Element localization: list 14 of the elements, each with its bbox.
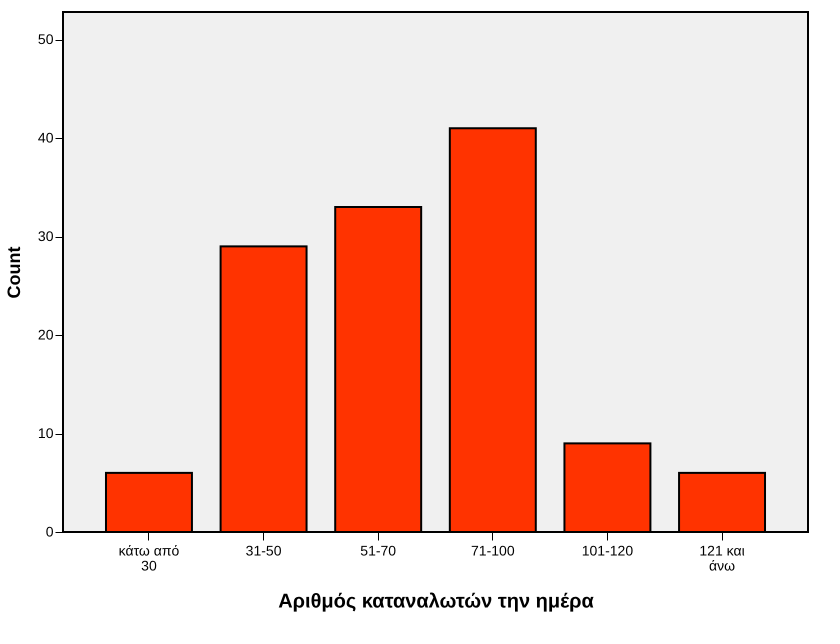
x-tick-label: 121 και άνω <box>699 542 745 574</box>
x-tick-label: 31-50 <box>246 542 282 558</box>
x-tick-label: 71-100 <box>471 542 515 558</box>
x-tick-label: 101-120 <box>582 542 634 558</box>
y-axis-title: Count <box>4 246 24 298</box>
y-tick-label: 50 <box>38 31 54 48</box>
y-tick-label: 20 <box>38 326 54 343</box>
x-axis-title: Αριθμός καταναλωτών την ημέρα <box>278 590 594 612</box>
y-tick-label: 0 <box>46 524 54 540</box>
y-tick-label: 30 <box>38 228 54 244</box>
x-tick-label: κάτω από 30 <box>118 542 180 574</box>
y-tick-label: 10 <box>38 425 54 442</box>
y-tick-label: 40 <box>38 130 54 146</box>
x-tick-label: 51-70 <box>360 542 396 558</box>
